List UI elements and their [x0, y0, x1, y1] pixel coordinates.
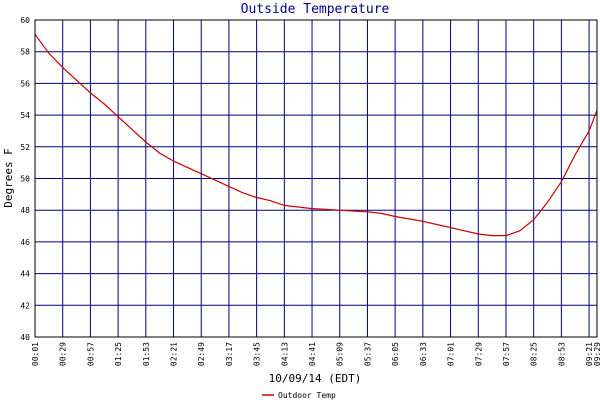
- y-tick-label: 40: [20, 333, 30, 342]
- x-tick-label: 03:45: [253, 342, 262, 366]
- y-axis-label: Degrees F: [2, 148, 15, 208]
- x-tick-label: 03:17: [225, 342, 234, 366]
- x-tick-label: 09:29: [593, 342, 600, 366]
- y-tick-label: 60: [20, 16, 30, 25]
- y-tick-label: 56: [20, 79, 30, 88]
- x-tick-label: 02:49: [197, 342, 206, 366]
- x-tick-label: 09:21: [585, 342, 594, 366]
- x-tick-label: 01:53: [142, 342, 151, 366]
- y-tick-label: 58: [20, 48, 30, 57]
- x-tick-label: 02:21: [170, 342, 179, 366]
- x-tick-label: 04:41: [308, 342, 317, 366]
- x-tick-label: 08:53: [557, 342, 566, 366]
- x-tick-label: 06:33: [419, 342, 428, 366]
- y-tick-label: 46: [20, 238, 30, 247]
- x-tick-label: 07:57: [502, 342, 511, 366]
- y-axis-ticks: 40 42 44 46 48 50 52 54 56 58 60: [20, 16, 30, 342]
- chart-title: Outside Temperature: [241, 2, 390, 17]
- grid-lines: [34, 19, 598, 338]
- x-tick-label: 08:25: [530, 342, 539, 366]
- x-tick-label: 06:05: [391, 342, 400, 366]
- x-tick-label: 01:25: [114, 342, 123, 366]
- legend-label-outdoor-temp: Outdoor Temp: [278, 391, 336, 400]
- y-tick-label: 42: [20, 301, 30, 310]
- x-tick-label: 07:01: [447, 342, 456, 366]
- y-tick-label: 54: [20, 111, 30, 120]
- y-tick-label: 48: [20, 206, 30, 215]
- x-tick-label: 00:57: [86, 342, 95, 366]
- legend: Outdoor Temp: [262, 391, 336, 400]
- y-tick-label: 50: [20, 175, 30, 184]
- x-axis-label: 10/09/14 (EDT): [269, 372, 362, 385]
- series-layer: [34, 33, 598, 237]
- x-tick-label: 00:29: [59, 342, 68, 366]
- x-tick-label: 04:13: [280, 342, 289, 366]
- y-tick-label: 44: [20, 270, 30, 279]
- x-tick-label: 05:09: [336, 342, 345, 366]
- x-tick-label: 07:29: [474, 342, 483, 366]
- x-tick-label: 00:01: [31, 342, 40, 366]
- series-line-outdoor-temp: [34, 33, 598, 237]
- plot-area-frame: [34, 19, 598, 338]
- x-axis-ticks: 00:01 00:29 00:57 01:25 01:53 02:21 02:49 03:17…: [31, 342, 600, 366]
- y-tick-label: 52: [20, 143, 30, 152]
- x-tick-label: 05:37: [363, 342, 372, 366]
